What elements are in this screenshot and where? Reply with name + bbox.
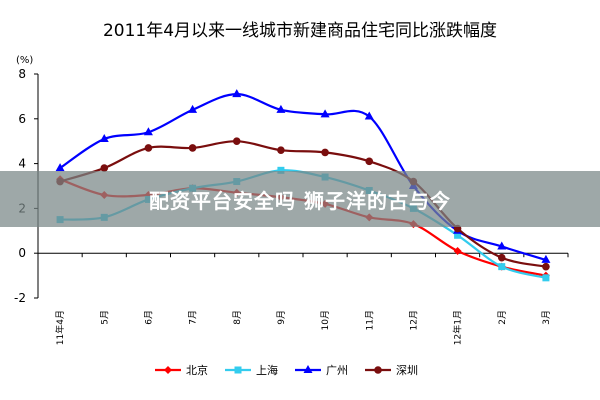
chart-title: 2011年4月以来一线城市新建商品住宅同比涨跌幅度 (103, 21, 497, 41)
data-point (320, 109, 330, 118)
x-tick-label: 12月 (408, 310, 419, 330)
data-point (498, 263, 506, 271)
x-tick-label: 2月 (497, 310, 508, 325)
overlay-banner-text: 配资平台安全吗 狮子洋的古与今 (149, 188, 451, 213)
y-tick-label: 0 (18, 246, 26, 260)
data-point (143, 127, 153, 136)
y-axis-unit-label: (%) (16, 55, 33, 66)
data-point (497, 253, 506, 262)
data-point (232, 89, 242, 98)
x-tick-label: 11年4月 (54, 310, 66, 345)
x-tick-label: 6月 (143, 310, 154, 325)
legend-label: 上海 (256, 363, 278, 377)
overlay-banner: 配资平台安全吗 狮子洋的古与今 (0, 171, 600, 227)
legend-item: 上海 (225, 363, 278, 377)
data-point (55, 163, 65, 172)
data-point (164, 366, 172, 374)
x-tick-label: 8月 (232, 310, 243, 325)
legend-label: 深圳 (396, 364, 418, 377)
data-point (364, 111, 374, 120)
x-tick-label: 10月 (320, 310, 331, 330)
data-point (542, 274, 550, 282)
data-point (497, 241, 507, 250)
data-point (277, 146, 285, 154)
data-point (541, 254, 551, 263)
legend: 北京 上海 广州 深圳 (155, 363, 418, 377)
data-point (99, 133, 109, 142)
data-point (188, 104, 198, 113)
y-tick-label: -2 (14, 291, 26, 305)
legend-label: 北京 (186, 363, 208, 377)
legend-item: 广州 (295, 364, 348, 377)
data-point (453, 246, 462, 255)
data-point (234, 366, 242, 374)
data-point (454, 231, 462, 239)
legend-label: 广州 (326, 364, 348, 377)
y-tick-label: 6 (18, 112, 26, 126)
x-tick-label: 5月 (99, 310, 110, 325)
data-point (365, 157, 374, 166)
data-point (542, 262, 550, 271)
x-tick-label: 12年1月 (452, 310, 464, 345)
data-point (232, 137, 241, 145)
legend-item: 深圳 (365, 364, 418, 377)
legend-item: 北京 (155, 363, 208, 377)
y-tick-label: 8 (18, 67, 26, 81)
y-tick-label: 4 (18, 157, 26, 171)
data-point (374, 366, 382, 374)
data-point (144, 144, 153, 152)
x-tick-label: 7月 (188, 310, 199, 325)
data-point (277, 166, 285, 174)
x-tick-label: 3月 (541, 310, 552, 325)
data-point (303, 365, 313, 373)
x-tick-label: 11月 (364, 310, 375, 330)
data-point (321, 148, 329, 157)
data-point (188, 144, 197, 152)
data-point (100, 164, 109, 172)
x-tick-labels: 11年4月 5月 6月 7月 8月 9月 10月 11月 12月 12年1月 2月 3月 (54, 310, 552, 345)
x-tick-label: 9月 (276, 310, 287, 325)
data-point (276, 104, 286, 113)
